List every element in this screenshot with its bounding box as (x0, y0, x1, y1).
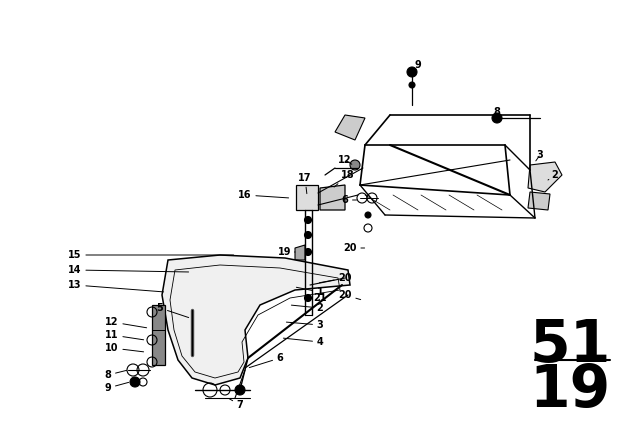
Text: 8: 8 (493, 107, 500, 120)
Polygon shape (162, 255, 350, 385)
Text: 17: 17 (298, 173, 312, 194)
Text: 12: 12 (339, 155, 352, 165)
Text: 11: 11 (105, 330, 143, 340)
Circle shape (407, 67, 417, 77)
Circle shape (350, 160, 360, 170)
Text: 15: 15 (68, 250, 234, 260)
Text: 3: 3 (536, 150, 543, 161)
Text: 8: 8 (104, 370, 127, 380)
Text: 16: 16 (238, 190, 289, 200)
Circle shape (305, 279, 312, 285)
Text: 21: 21 (313, 293, 327, 303)
Polygon shape (320, 185, 345, 210)
Circle shape (130, 377, 140, 387)
Circle shape (305, 294, 312, 302)
Circle shape (305, 232, 312, 238)
Text: 6: 6 (250, 353, 284, 368)
Text: 19: 19 (529, 362, 611, 418)
Text: 4: 4 (284, 337, 323, 347)
Text: 7: 7 (229, 399, 243, 410)
Text: 20: 20 (339, 290, 361, 300)
Circle shape (409, 82, 415, 88)
Text: 13: 13 (68, 280, 164, 292)
Circle shape (492, 113, 502, 123)
Text: 18: 18 (334, 170, 355, 187)
Text: 14: 14 (68, 265, 189, 275)
Text: 20: 20 (343, 243, 365, 253)
Text: 9: 9 (412, 60, 421, 75)
Circle shape (235, 385, 245, 395)
Polygon shape (295, 245, 305, 260)
Polygon shape (528, 162, 562, 192)
Text: 3: 3 (286, 320, 323, 330)
Text: 10: 10 (105, 343, 143, 353)
Text: 2: 2 (291, 303, 323, 313)
Text: 19: 19 (278, 247, 295, 257)
Text: 2: 2 (548, 170, 558, 180)
Circle shape (365, 212, 371, 218)
Circle shape (305, 264, 312, 271)
Text: 20: 20 (319, 273, 352, 283)
Text: 12: 12 (105, 317, 147, 328)
Circle shape (305, 249, 312, 255)
Text: 1: 1 (296, 287, 323, 297)
Text: 6: 6 (342, 195, 356, 205)
Polygon shape (335, 115, 365, 140)
Polygon shape (296, 185, 318, 210)
Text: 51: 51 (529, 316, 611, 374)
Polygon shape (152, 305, 165, 365)
Polygon shape (528, 192, 550, 210)
Circle shape (305, 216, 312, 224)
Text: 9: 9 (104, 382, 129, 393)
Text: 5: 5 (157, 303, 189, 318)
